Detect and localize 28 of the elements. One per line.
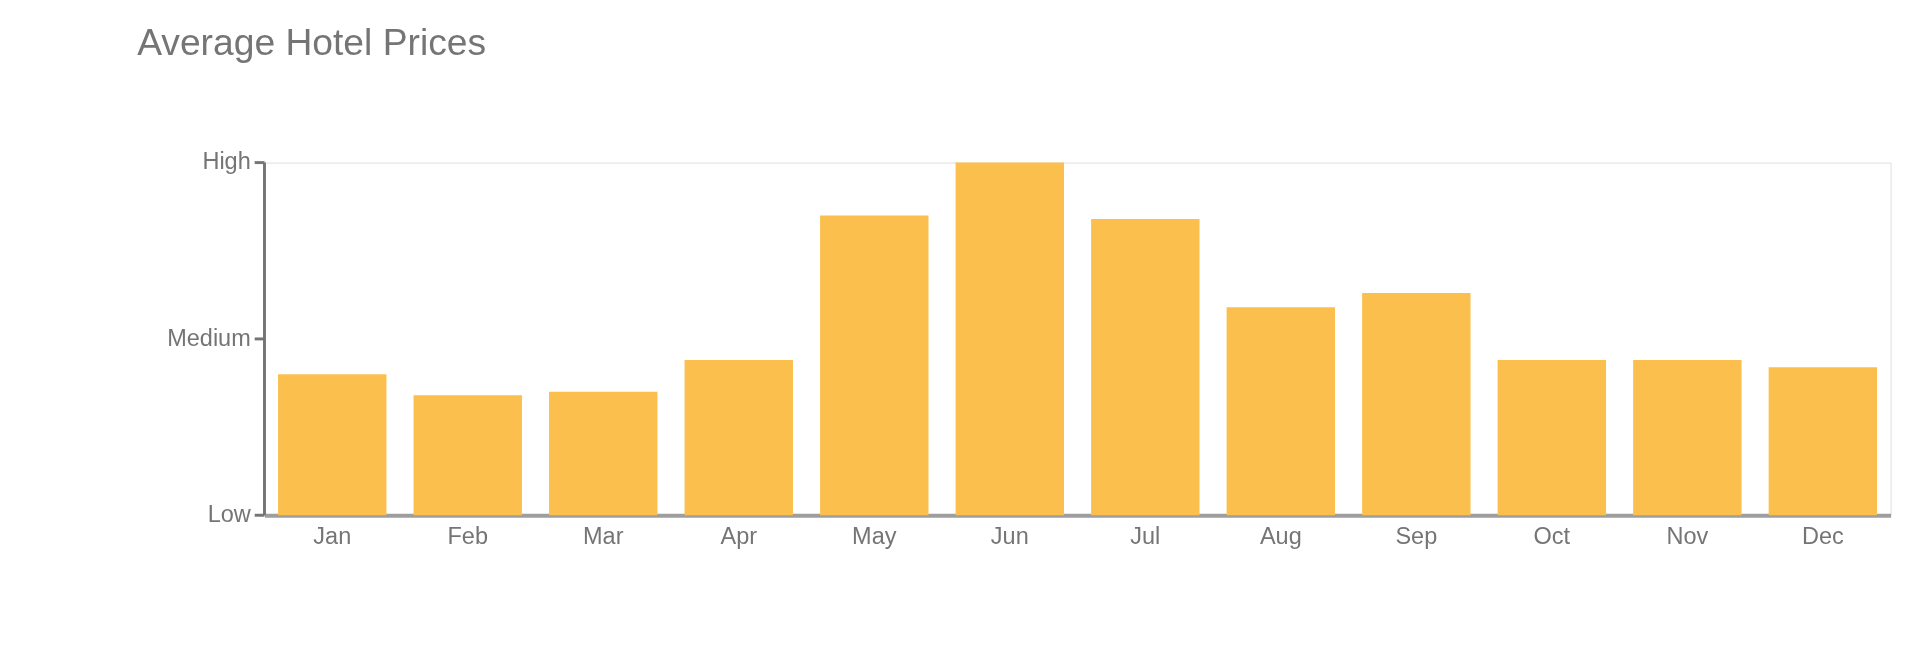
x-tick-label: Dec: [1801, 523, 1844, 550]
text: High: [202, 148, 251, 175]
bar: [955, 162, 1064, 516]
bar: [549, 391, 658, 516]
x-tick-label: Mar: [583, 523, 624, 550]
bar: [1362, 293, 1471, 516]
x-tick-label: Apr: [720, 523, 758, 550]
text: Medium: [167, 324, 251, 351]
bar: [1226, 307, 1336, 516]
x-tick-label: May: [852, 523, 897, 550]
bar: [413, 395, 522, 516]
bar: [1497, 360, 1607, 516]
bar: [1768, 367, 1878, 516]
x-tick-label: Nov: [1666, 523, 1709, 550]
x-tick-label: Oct: [1533, 523, 1571, 550]
x-tick-label: Feb: [447, 523, 489, 550]
bar: [1091, 219, 1200, 516]
bar: [820, 215, 929, 516]
x-tick-label: Jun: [990, 523, 1029, 550]
bar: [1633, 360, 1742, 516]
x-tick-label: Sep: [1395, 523, 1438, 550]
chart-title: Average Hotel Prices: [137, 20, 487, 63]
x-tick-label: Jul: [1130, 523, 1161, 550]
text: Low: [207, 501, 252, 528]
x-tick-label: Jan: [313, 523, 352, 550]
x-tick-label: Aug: [1259, 523, 1302, 550]
bar: [278, 374, 387, 516]
bar: [684, 360, 793, 516]
